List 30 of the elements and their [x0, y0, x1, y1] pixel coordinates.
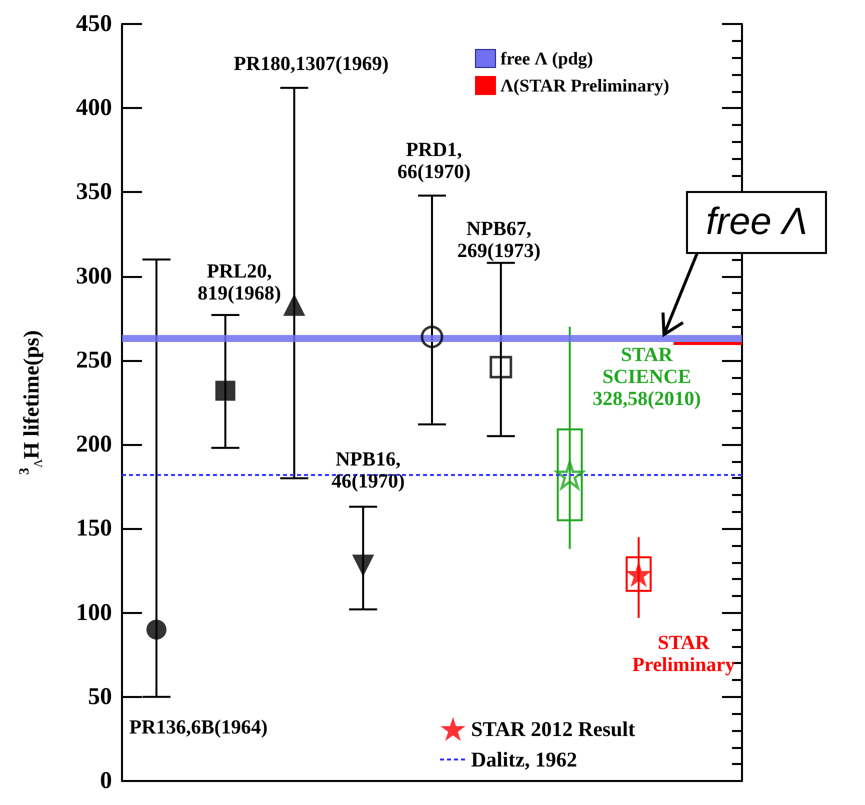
- annotation: STAR Preliminary: [632, 632, 736, 676]
- point: [420, 326, 444, 348]
- annotation: NPB67, 269(1973): [457, 218, 541, 262]
- y-tick-label: 50: [88, 684, 112, 710]
- y-axis-title: 3ΛH lifetime(ps): [18, 330, 45, 475]
- y-tick-label: 350: [76, 179, 112, 206]
- annotation: STAR SCIENCE 328,58(2010): [592, 344, 701, 410]
- point: [283, 294, 306, 316]
- legend-label: Dalitz, 1962: [471, 748, 578, 772]
- annotation: PRL20, 819(1968): [198, 260, 281, 305]
- annotation: NPB16, 46(1970): [331, 448, 405, 493]
- y-tick-label: 200: [76, 432, 112, 458]
- y-tick-label: 100: [76, 600, 112, 626]
- annotation: PRD1, 66(1970): [397, 138, 471, 183]
- legend-label: STAR 2012 Result: [471, 717, 636, 741]
- y-tick-label: 250: [76, 347, 112, 374]
- y-tick-label: 0: [100, 768, 112, 794]
- y-tick-label: 150: [76, 516, 112, 542]
- annotation: PR136,6B(1964): [129, 716, 268, 739]
- point: [215, 380, 236, 401]
- annotation: PR180,1307(1969): [234, 52, 389, 75]
- point: [146, 620, 166, 640]
- point: [352, 554, 374, 577]
- y-tick-label: 300: [76, 263, 112, 290]
- legend-label: free Λ (pdg): [500, 48, 594, 68]
- y-tick-label: 450: [76, 11, 112, 37]
- point: [490, 356, 512, 378]
- annotation: free Λ: [686, 190, 828, 254]
- y-tick-label: 400: [76, 95, 112, 122]
- legend-label: Λ(STAR Preliminary): [500, 76, 670, 96]
